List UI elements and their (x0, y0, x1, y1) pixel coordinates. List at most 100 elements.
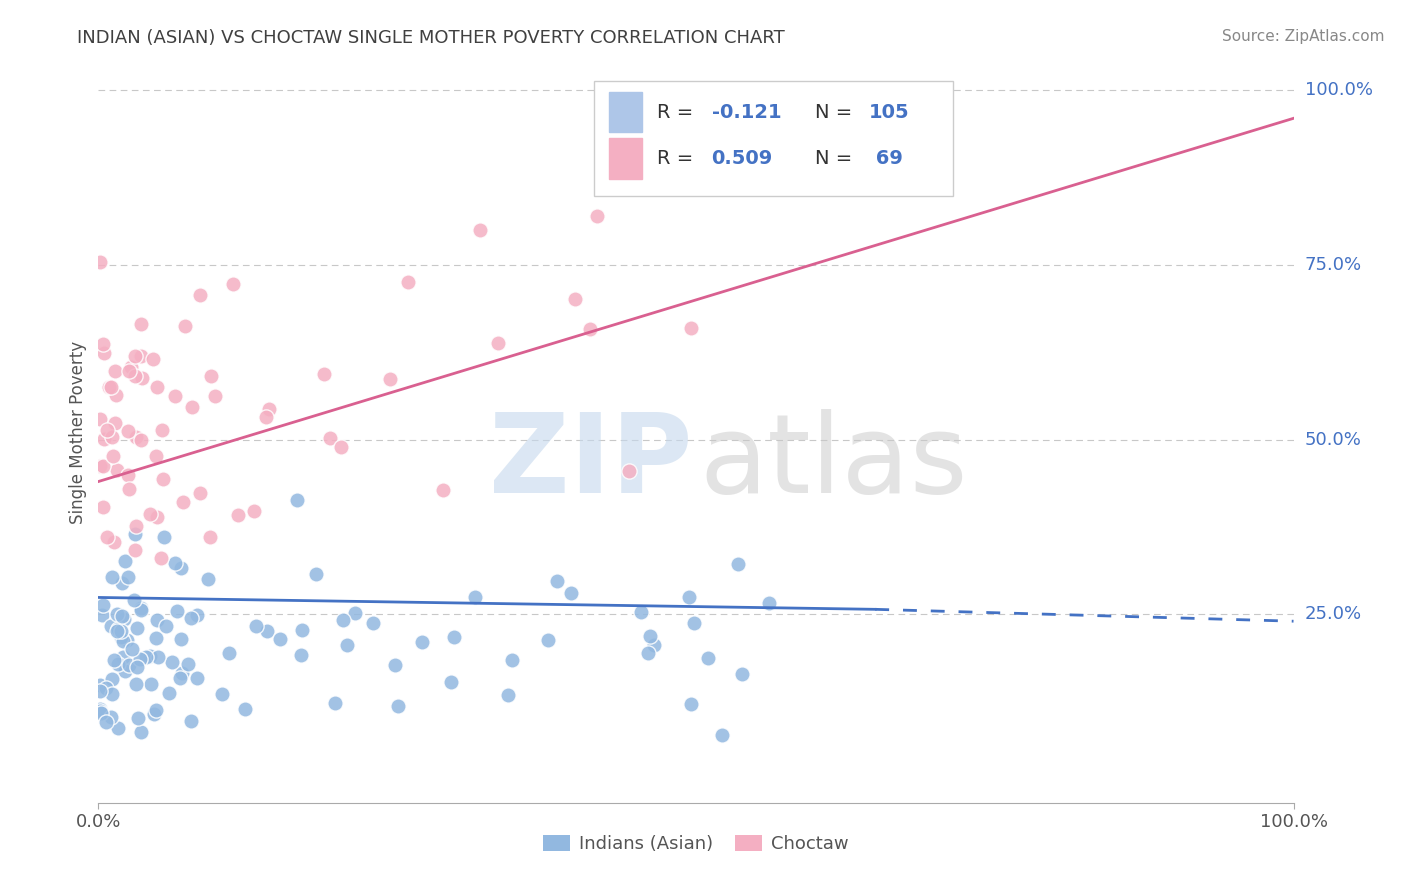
Point (145, 449, 167, 463)
Point (127, 711, 149, 725)
Point (323, 696, 346, 710)
Point (139, 507, 162, 521)
Text: R =: R = (657, 149, 699, 169)
Point (468, 222, 491, 236)
Point (112, 650, 135, 665)
Point (125, 677, 148, 691)
Point (564, 292, 586, 306)
Point (245, 619, 267, 633)
Point (94, 715, 117, 730)
Point (90, 706, 112, 721)
Point (107, 607, 129, 621)
Point (101, 570, 124, 584)
Point (169, 671, 191, 685)
Point (617, 464, 640, 478)
Point (111, 576, 134, 591)
Point (332, 613, 354, 627)
Point (150, 550, 173, 565)
Point (135, 650, 157, 665)
Point (97, 379, 120, 393)
Point (186, 671, 208, 685)
Point (114, 665, 136, 679)
Point (172, 666, 194, 681)
Point (93, 598, 115, 612)
Y-axis label: Single Mother Poverty: Single Mother Poverty (69, 341, 87, 524)
Point (103, 535, 125, 549)
Point (501, 653, 523, 667)
Text: N =: N = (815, 103, 859, 121)
Point (124, 543, 146, 558)
Point (101, 672, 124, 686)
Point (344, 606, 367, 620)
Point (180, 611, 202, 625)
Point (319, 431, 342, 445)
FancyBboxPatch shape (595, 81, 953, 195)
Point (146, 613, 169, 627)
Point (96, 530, 118, 544)
Point (758, 596, 780, 610)
Point (396, 275, 419, 289)
Point (118, 482, 141, 496)
Text: 0.509: 0.509 (711, 149, 773, 169)
Point (124, 526, 146, 541)
Point (139, 677, 162, 691)
Point (188, 288, 211, 302)
Point (114, 554, 136, 568)
Point (89, 684, 111, 698)
Point (637, 646, 659, 660)
Point (336, 638, 359, 652)
Point (117, 424, 139, 438)
Text: 105: 105 (869, 103, 910, 121)
Point (96, 423, 118, 437)
Point (100, 429, 122, 443)
Point (170, 561, 193, 575)
Point (105, 388, 128, 402)
Point (153, 531, 176, 545)
Point (496, 688, 519, 702)
Point (188, 486, 211, 500)
Point (330, 440, 353, 454)
Point (486, 336, 509, 351)
Text: 75.0%: 75.0% (1305, 256, 1362, 274)
Point (129, 349, 152, 363)
Point (117, 570, 139, 584)
Point (679, 697, 702, 711)
Point (124, 430, 146, 444)
Point (91, 336, 114, 351)
Point (146, 650, 169, 665)
Text: Source: ZipAtlas.com: Source: ZipAtlas.com (1222, 29, 1385, 44)
Point (443, 630, 465, 644)
Point (731, 667, 754, 681)
Text: 69: 69 (869, 149, 903, 169)
Point (387, 698, 409, 713)
Point (143, 706, 166, 721)
Point (89, 704, 111, 718)
Point (314, 368, 336, 382)
Text: INDIAN (ASIAN) VS CHOCTAW SINGLE MOTHER POVERTY CORRELATION CHART: INDIAN (ASIAN) VS CHOCTAW SINGLE MOTHER … (77, 29, 785, 46)
Point (131, 371, 153, 385)
FancyBboxPatch shape (609, 138, 643, 179)
Point (150, 423, 173, 437)
Point (89, 678, 111, 692)
Point (124, 349, 146, 363)
Point (165, 556, 187, 570)
Point (585, 209, 607, 223)
Point (94, 681, 117, 695)
Point (121, 642, 143, 657)
Point (384, 657, 406, 672)
Point (157, 685, 180, 699)
Point (200, 368, 222, 383)
Point (432, 483, 454, 497)
Point (464, 591, 486, 605)
Point (696, 651, 718, 665)
Text: -0.121: -0.121 (711, 103, 782, 121)
Point (440, 674, 463, 689)
Point (107, 657, 129, 671)
Point (233, 701, 256, 715)
Point (100, 380, 122, 394)
Point (122, 592, 145, 607)
Point (110, 631, 132, 645)
Point (285, 492, 308, 507)
Point (155, 619, 177, 633)
Point (107, 622, 129, 636)
